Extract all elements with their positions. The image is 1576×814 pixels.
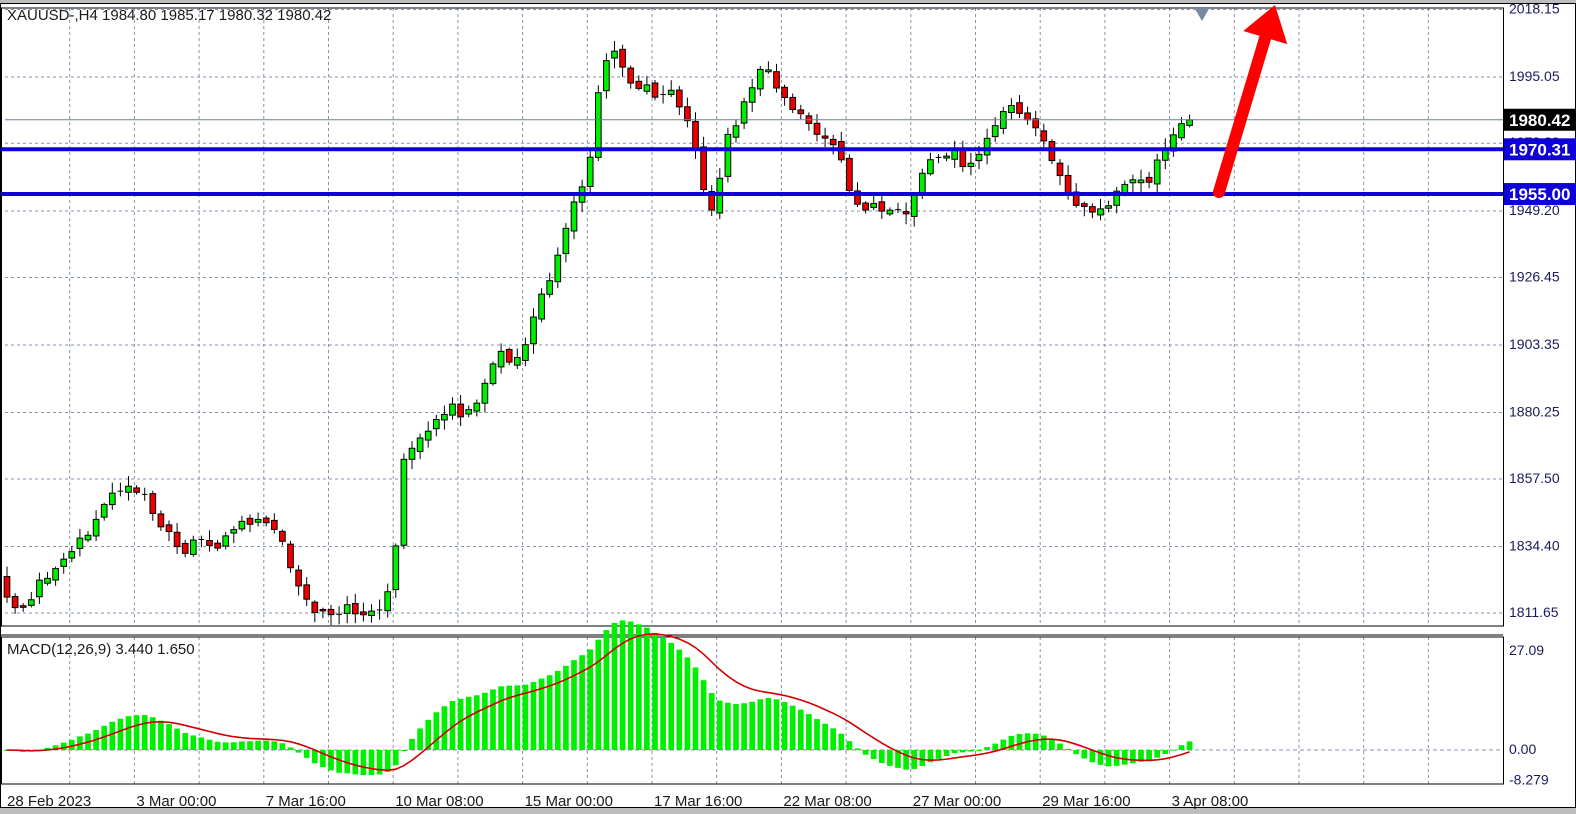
svg-text:3 Apr 08:00: 3 Apr 08:00 [1172,793,1249,809]
svg-text:1980.42: 1980.42 [1509,111,1570,130]
svg-text:1857.50: 1857.50 [1509,470,1560,486]
svg-text:1811.65: 1811.65 [1509,604,1559,620]
svg-text:1955.00: 1955.00 [1509,185,1570,204]
svg-text:7 Mar 16:00: 7 Mar 16:00 [266,793,346,809]
svg-text:17 Mar 16:00: 17 Mar 16:00 [654,793,742,809]
svg-text:0.00: 0.00 [1509,741,1536,757]
svg-text:3 Mar 00:00: 3 Mar 00:00 [136,793,216,809]
svg-text:29 Mar 16:00: 29 Mar 16:00 [1042,793,1130,809]
svg-text:1995.05: 1995.05 [1509,68,1560,84]
svg-text:1880.25: 1880.25 [1509,404,1560,420]
svg-text:22 Mar 08:00: 22 Mar 08:00 [783,793,871,809]
svg-text:1903.35: 1903.35 [1509,336,1560,352]
svg-text:28 Feb 2023: 28 Feb 2023 [7,793,91,809]
svg-text:2018.15: 2018.15 [1509,4,1560,16]
svg-text:1926.45: 1926.45 [1509,268,1560,284]
svg-text:1834.40: 1834.40 [1509,538,1560,554]
svg-text:27.09: 27.09 [1509,642,1544,658]
svg-text:27 Mar 00:00: 27 Mar 00:00 [913,793,1001,809]
svg-text:-8.279: -8.279 [1509,771,1549,787]
svg-text:15 Mar 00:00: 15 Mar 00:00 [525,793,613,809]
svg-text:MACD(12,26,9) 3.440 1.650: MACD(12,26,9) 3.440 1.650 [7,641,195,658]
svg-text:10 Mar 08:00: 10 Mar 08:00 [395,793,483,809]
svg-text:1970.31: 1970.31 [1509,140,1570,159]
svg-text:XAUUSD-,H4 1984.80 1985.17 19: XAUUSD-,H4 1984.80 1985.17 1980.32 1980.… [7,7,331,24]
